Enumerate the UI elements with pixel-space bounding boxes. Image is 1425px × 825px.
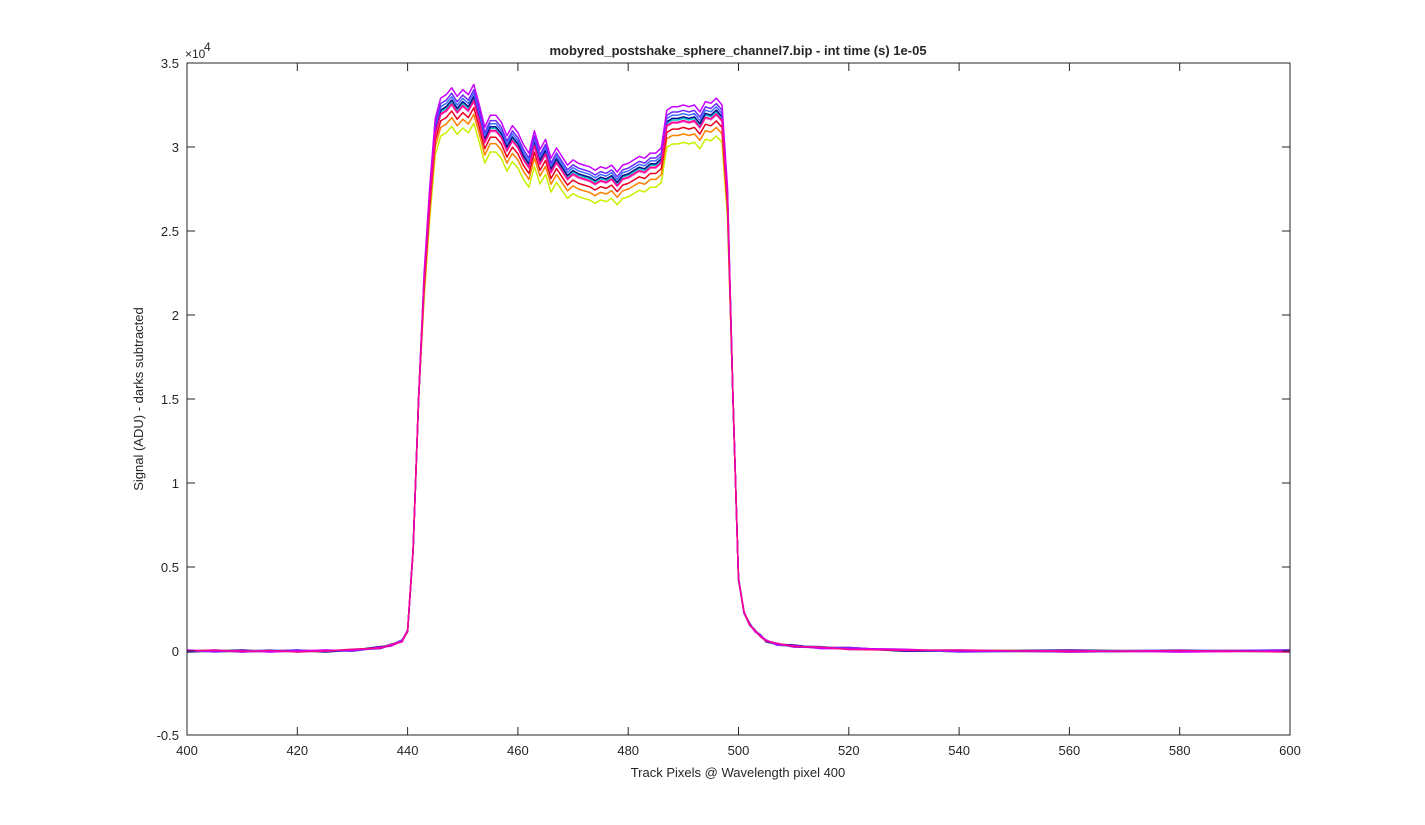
y-tick-label: 2 bbox=[172, 308, 179, 323]
y-tick-label: 1.5 bbox=[161, 392, 179, 407]
x-tick-label: 600 bbox=[1279, 743, 1301, 758]
y-tick-label: 3.5 bbox=[161, 56, 179, 71]
x-tick-label: 400 bbox=[176, 743, 198, 758]
x-axis-ticks: 400 420 440 460 480 500 520 540 560 580 600 bbox=[176, 63, 1301, 758]
chart-title: mobyred_postshake_sphere_channel7.bip - … bbox=[549, 43, 926, 58]
x-tick-label: 440 bbox=[397, 743, 419, 758]
y-axis-ticks: -0.5 0 0.5 1 1.5 2 2.5 3 3.5 bbox=[157, 56, 1290, 743]
x-tick-label: 560 bbox=[1059, 743, 1081, 758]
x-tick-label: 420 bbox=[286, 743, 308, 758]
series-layer bbox=[186, 83, 1291, 653]
y-tick-label: 0 bbox=[172, 644, 179, 659]
y-exponent-power: 4 bbox=[204, 40, 211, 54]
x-axis-label: Track Pixels @ Wavelength pixel 400 bbox=[631, 765, 846, 780]
y-tick-label: 2.5 bbox=[161, 224, 179, 239]
series-line-10 bbox=[186, 99, 1291, 653]
y-tick-label: 1 bbox=[172, 476, 179, 491]
y-tick-label: -0.5 bbox=[157, 728, 179, 743]
x-tick-label: 480 bbox=[617, 743, 639, 758]
x-tick-label: 500 bbox=[728, 743, 750, 758]
y-tick-label: 0.5 bbox=[161, 560, 179, 575]
x-tick-label: 520 bbox=[838, 743, 860, 758]
y-axis-label: Signal (ADU) - darks subtracted bbox=[131, 307, 146, 491]
x-tick-label: 540 bbox=[948, 743, 970, 758]
x-tick-label: 460 bbox=[507, 743, 529, 758]
x-tick-label: 580 bbox=[1169, 743, 1191, 758]
y-tick-label: 3 bbox=[172, 140, 179, 155]
plot-area bbox=[187, 63, 1290, 735]
y-exponent-base: ×10 bbox=[185, 47, 206, 61]
